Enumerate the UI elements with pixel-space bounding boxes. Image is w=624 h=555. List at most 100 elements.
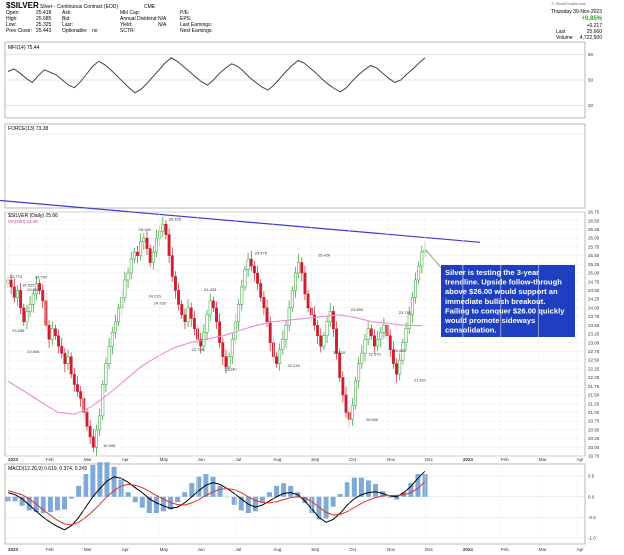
price-callout: 22.140 — [224, 367, 237, 372]
price-callout: 25.475 — [255, 250, 268, 255]
y-tick-label: 24.75 — [588, 279, 600, 284]
price-label: $SILVER (Daily) 25.66 — [8, 213, 58, 219]
macd-histogram-bar — [231, 496, 237, 505]
quote-field-label: EPS: — [180, 16, 191, 22]
candle-body — [170, 255, 174, 277]
y-tick-label: 20.50 — [588, 427, 600, 432]
annotation-line: would promote sideways — [444, 316, 535, 325]
time-axis-label: 2023 — [8, 547, 19, 552]
candle-body — [9, 279, 13, 288]
macd-histogram-bar — [111, 466, 117, 497]
time-axis-label: Jun — [198, 457, 206, 462]
quote-field-value: 25.325 — [36, 22, 52, 28]
macd-histogram-bar — [238, 496, 244, 511]
macd-histogram-bar — [245, 496, 251, 514]
macd-histogram-bar — [69, 496, 75, 499]
y-tick-label: 24.25 — [588, 297, 600, 302]
price-callout: 26.135 — [138, 227, 151, 232]
price-callout: 23.760 — [399, 310, 412, 315]
price-callout: 22.570 — [368, 352, 381, 357]
quote-field-label: Ask: — [62, 10, 72, 16]
candle-body — [281, 338, 285, 350]
candle-body — [275, 356, 278, 364]
force-label: FORCE(13) 73.38 — [8, 126, 49, 132]
candle-body — [322, 335, 326, 347]
candle-body — [145, 237, 149, 249]
quote-field-label: High: — [6, 16, 18, 22]
candle-body — [287, 307, 291, 326]
candle-body — [379, 332, 383, 340]
y-tick-label: 26.50 — [588, 218, 600, 223]
macd-histogram-bar — [97, 462, 103, 497]
candle-body — [28, 304, 32, 312]
candle-body — [303, 272, 307, 295]
time-axis-label: Sep — [311, 547, 320, 552]
candle-body — [183, 314, 187, 323]
price-callout: 24.235 — [149, 293, 162, 298]
macd-histogram-bar — [160, 496, 166, 512]
candle-body — [25, 311, 29, 323]
y-tick-label: 23.50 — [588, 323, 600, 328]
candle-body — [294, 272, 297, 291]
time-axis-label: Aug — [273, 457, 282, 462]
macd-histogram-bar — [415, 474, 421, 497]
y-tick-label: 23.75 — [588, 314, 600, 319]
price-callout: 23.255 — [12, 328, 25, 333]
macd-tick-label: -0.5 — [588, 515, 596, 520]
quote-field-value: no — [92, 28, 98, 34]
change-value: +0.217 — [587, 23, 603, 29]
ma200-line — [7, 314, 423, 415]
price-callout: 26.425 — [169, 216, 182, 221]
candle-body — [38, 283, 42, 291]
y-tick-label: 21.25 — [588, 401, 600, 406]
candle-body — [240, 286, 244, 305]
macd-histogram-bar — [40, 496, 46, 514]
price-callout: 24.425 — [204, 287, 217, 292]
quote-field-label: Bid: — [62, 16, 71, 22]
candle-body — [382, 325, 386, 333]
candle-body — [420, 251, 424, 267]
candle-body — [123, 279, 127, 298]
candle-body — [57, 335, 60, 347]
candle-body — [306, 293, 310, 309]
ma-label: MA(200) 23.49 — [8, 219, 38, 224]
macd-histogram-bar — [224, 496, 230, 498]
change-percent: +0.85% — [581, 16, 602, 22]
candle-body — [199, 338, 203, 347]
macd-histogram-bar — [54, 496, 60, 511]
candle-body — [53, 328, 57, 336]
time-axis-label: Feb — [501, 547, 509, 552]
candle-body — [85, 412, 89, 427]
y-tick-label: 21.00 — [588, 410, 600, 415]
candle-body — [290, 290, 294, 309]
candle-body — [319, 335, 323, 347]
macd-histogram-bar — [76, 485, 82, 497]
annotation-line: trendline. Upside follow-through — [445, 278, 562, 287]
candle-body — [31, 293, 35, 305]
y-tick-label: 26.75 — [588, 210, 600, 215]
macd-panel: MACD(12,26,9) 0.619, 0.374, 0.245 0.5 0.0… — [4, 462, 596, 545]
candle-body — [104, 363, 108, 385]
time-axis-lower: 2023 Feb Mar Apr May Jun Jul Aug Sep Oct Nov Dec 202… — [7, 212, 584, 552]
candle-body — [363, 338, 367, 354]
time-axis-label: Apr — [122, 457, 130, 462]
macd-histogram-bar — [323, 496, 329, 519]
candle-body — [246, 258, 250, 270]
time-axis-label: Jul — [235, 547, 241, 552]
time-axis-label: Sep — [311, 457, 320, 462]
candle-body — [113, 321, 117, 333]
time-axis-label: 2024 — [463, 547, 474, 552]
candle-body — [284, 325, 288, 340]
price-callout: 24.775 — [10, 274, 23, 279]
candle-body — [72, 373, 76, 385]
candle-body — [136, 251, 139, 256]
time-axis-label: 2024 — [463, 457, 474, 462]
macd-line — [7, 470, 426, 531]
macd-histogram-bar — [344, 482, 350, 497]
candle-body — [395, 363, 399, 375]
candle-body — [331, 311, 335, 330]
quote-field-label: SCTR: — [120, 28, 135, 34]
candle-body — [98, 415, 102, 431]
quote-field-value: 25.685 — [36, 16, 52, 22]
mfi-line — [7, 57, 426, 94]
